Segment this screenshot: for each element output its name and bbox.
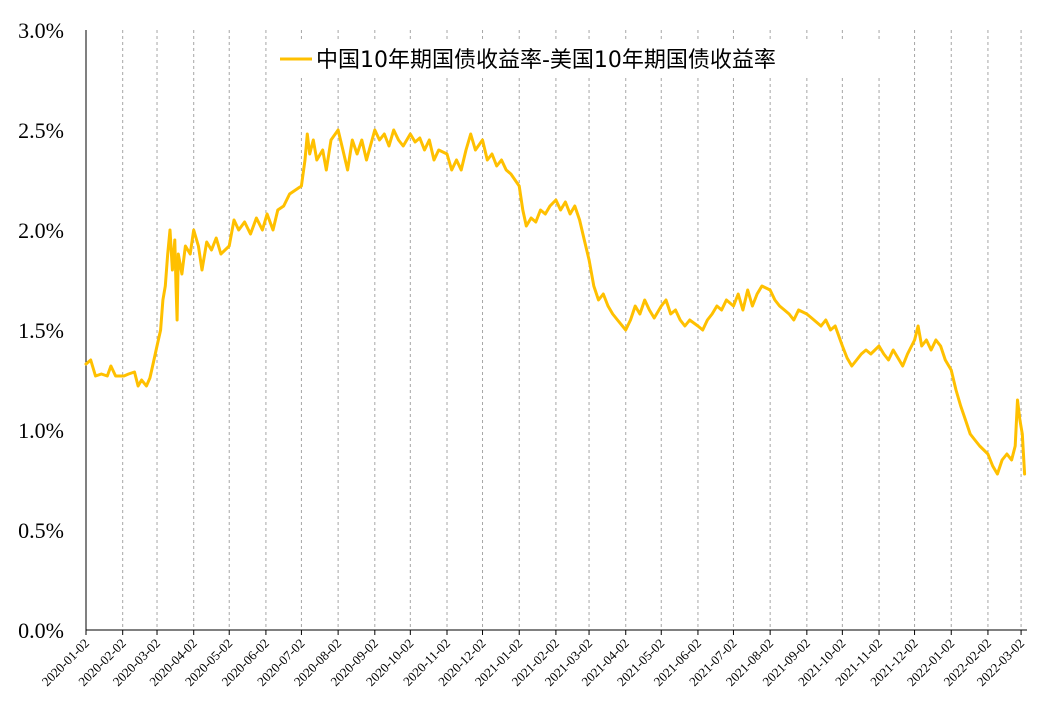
y-tick-label: 2.0%	[18, 218, 64, 243]
legend-label: 中国10年期国债收益率-美国10年期国债收益率	[316, 48, 776, 73]
chart-grid	[122, 30, 1022, 630]
y-tick-label: 3.0%	[18, 18, 64, 43]
y-tick-label: 0.0%	[18, 618, 64, 643]
y-tick-label: 1.0%	[18, 418, 64, 443]
chart-legend: 中国10年期国债收益率-美国10年期国债收益率	[272, 40, 912, 78]
y-axis-tick-labels: 0.0% 0.5% 1.0% 1.5% 2.0% 2.5% 3.0%	[18, 18, 64, 643]
x-axis-tick-labels: 2020-01-022020-02-022020-03-022020-04-02…	[39, 636, 1028, 690]
legend-background	[272, 40, 912, 78]
chart-axes	[85, 30, 1027, 635]
series-line	[84, 128, 1027, 476]
y-tick-label: 2.5%	[18, 118, 64, 143]
y-tick-label: 1.5%	[18, 318, 64, 343]
chart-series	[84, 128, 1027, 476]
y-tick-label: 0.5%	[18, 518, 64, 543]
